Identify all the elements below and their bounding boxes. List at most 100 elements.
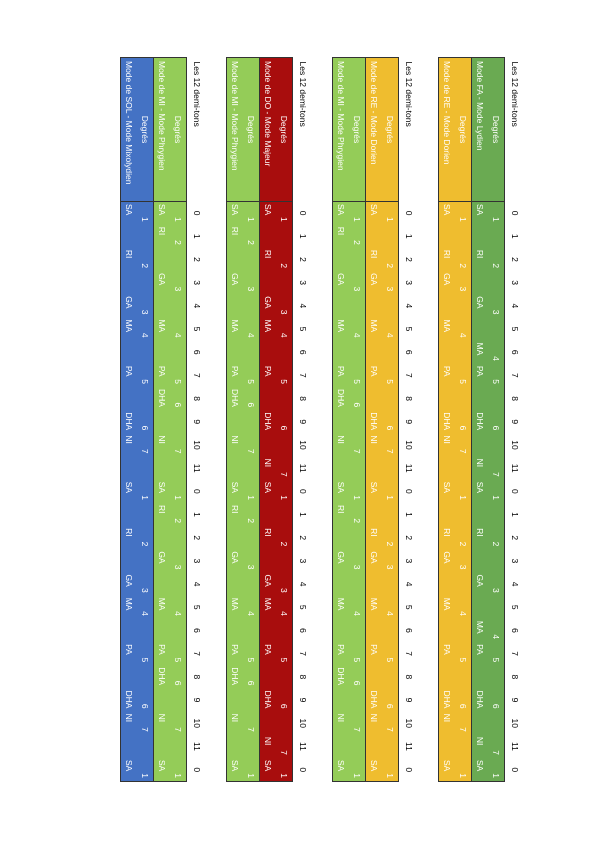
semitone: 0 (192, 767, 202, 773)
degree: 5 (276, 363, 293, 387)
note (438, 572, 455, 596)
note (332, 572, 349, 596)
degree: 6 (276, 410, 293, 434)
degree: 1 (137, 479, 154, 503)
semitone: 9 (404, 419, 414, 425)
degree (349, 734, 366, 758)
semitone: 8 (510, 674, 520, 680)
degree: 2 (276, 526, 293, 550)
degree: 4 (488, 618, 505, 643)
semitone: 11 (404, 463, 414, 473)
note: RI (471, 247, 488, 272)
semitone: 10 (404, 718, 414, 728)
note: RI (365, 247, 382, 272)
note: NI (332, 711, 349, 735)
note (438, 224, 455, 248)
note (365, 618, 382, 643)
semitone: 0 (298, 767, 308, 773)
note: PA (226, 642, 243, 666)
row-header: Les 12 demi-tons (404, 61, 414, 127)
note-row: Mode de MI - Mode Phrygien SA RI GA MA PA DHA N… (153, 57, 170, 782)
note: GA (365, 549, 382, 573)
degree (243, 734, 260, 758)
note: SA (226, 201, 243, 225)
degree: 3 (137, 572, 154, 596)
note (226, 618, 243, 643)
note-row: Mode de DO - Mode Majeur SA RI GA MA PA DHA NI S… (259, 57, 276, 782)
note: GA (471, 294, 488, 318)
mode-name: Mode de RE - Mode Dorien (438, 57, 455, 202)
degree (137, 665, 154, 689)
semitone: 9 (510, 697, 520, 703)
note (120, 549, 137, 573)
degree: 1 (276, 201, 293, 225)
semitone: 10 (192, 718, 202, 728)
degrees-label: Degrés (170, 57, 187, 202)
spacer-row (419, 58, 439, 782)
degree: 4 (137, 595, 154, 619)
note (153, 526, 170, 550)
degree (349, 410, 366, 434)
degree-row: Degrés 1 2 3 4 5 6 7 1 2 3 4 5 6 7 1 (170, 57, 187, 782)
semitone: 9 (192, 697, 202, 703)
degree: 7 (243, 711, 260, 735)
semitone: 6 (298, 349, 308, 355)
semitone: 2 (192, 257, 202, 262)
degree: 1 (137, 758, 154, 782)
note (259, 340, 276, 364)
note: NI (438, 711, 455, 735)
semitone: 0 (298, 488, 308, 494)
degrees-label: Degrés (349, 57, 366, 202)
mode-name: Mode de MI - Mode Phrygien (332, 57, 349, 202)
degree (276, 502, 293, 527)
semitone: 4 (510, 303, 520, 309)
degree: 6 (488, 410, 505, 434)
degree (170, 526, 187, 550)
semitone: 0 (192, 488, 202, 494)
degree: 1 (488, 758, 505, 782)
note: MA (259, 317, 276, 341)
note (259, 433, 276, 457)
note: MA (471, 618, 488, 643)
degree: 4 (382, 317, 399, 341)
note: DHA (120, 688, 137, 712)
note: SA (259, 201, 276, 225)
semitone: 0 (404, 488, 414, 494)
note: DHA (226, 665, 243, 689)
degree (382, 340, 399, 364)
note (259, 387, 276, 411)
degree: 2 (382, 247, 399, 272)
degree: 5 (137, 642, 154, 666)
degree-row: Degrés 1 2 3 4 5 6 7 1 2 3 4 5 6 7 1 (382, 57, 399, 782)
note (438, 502, 455, 527)
note (471, 433, 488, 457)
note: PA (438, 363, 455, 387)
degree: 2 (455, 247, 472, 272)
degree: 3 (455, 549, 472, 573)
degree: 6 (243, 665, 260, 689)
note: MA (365, 317, 382, 341)
degree (243, 456, 260, 480)
note (120, 271, 137, 295)
note: RI (332, 224, 349, 248)
degree: 2 (488, 247, 505, 272)
note (226, 410, 243, 434)
row-header: Les 12 demi-tons (192, 61, 202, 127)
note: RI (471, 526, 488, 550)
degree: 6 (170, 665, 187, 689)
note: DHA (332, 665, 349, 689)
note (259, 549, 276, 573)
degree (243, 340, 260, 364)
degree (349, 456, 366, 480)
degree: 1 (243, 758, 260, 782)
note: SA (471, 758, 488, 782)
degree (488, 271, 505, 295)
note: NI (259, 456, 276, 480)
note: PA (332, 363, 349, 387)
semitone: 9 (510, 419, 520, 425)
note (332, 456, 349, 480)
degree: 3 (243, 549, 260, 573)
note: MA (332, 317, 349, 341)
degrees-label: Degrés (382, 57, 399, 202)
